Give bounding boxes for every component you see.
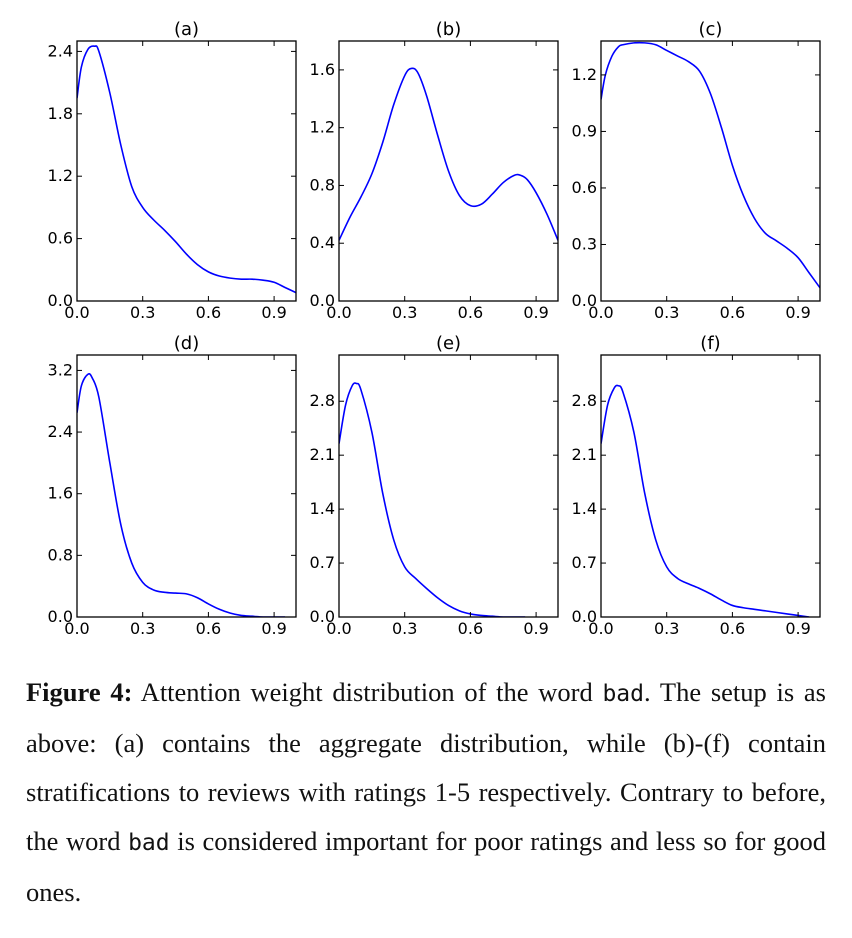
panel-d: (d) 0.0 0.3 0.6 0.9 0.0 0.8 1.6 2.4 3.2 [48,333,297,638]
y-tick-label: 3.2 [48,360,73,379]
x-tick-label: 0.9 [523,303,548,322]
x-tick-label: 0.3 [130,619,155,638]
plot-frame-f [600,354,821,618]
series-line-f [601,384,810,617]
y-tick-label: 2.4 [48,41,73,60]
y-tick-label: 0.0 [48,291,73,310]
x-tick-label: 0.0 [326,303,351,322]
x-tick-label: 0.3 [654,303,679,322]
y-tick-label: 2.8 [310,391,335,410]
y-tick-label: 0.6 [48,229,73,248]
x-tick-label: 0.3 [392,619,417,638]
y-tick-label: 0.0 [572,291,597,310]
y-tick-label: 2.1 [310,445,335,464]
x-tick-label: 0.6 [458,619,483,638]
y-tick-label: 0.7 [310,553,335,572]
x-tick-label: 0.3 [392,303,417,322]
panel-title-a: (a) [174,19,199,40]
x-tick-label: 0.6 [720,619,745,638]
panel-a: (a) 0.0 0.3 0.6 0.9 0.0 0.6 1.2 1.8 2.4 [48,19,297,322]
y-tick-label: 1.6 [48,484,73,503]
x-tick-label: 0.6 [196,303,221,322]
y-tick-label: 0.8 [310,175,335,194]
panel-b: (b) 0.0 0.3 0.6 0.9 0.0 0.4 0.8 1.2 1.6 [310,19,559,322]
x-tick-label: 0.6 [720,303,745,322]
x-tick-label: 0.3 [130,303,155,322]
caption-word-bad-2: bad [128,830,170,856]
y-tick-label: 0.4 [310,233,335,252]
panel-title-b: (b) [436,19,461,40]
y-tick-label: 0.6 [572,178,597,197]
panel-c: (c) 0.0 0.3 0.6 0.9 0.0 0.3 0.6 0.9 1.2 [572,19,821,322]
y-tick-label: 1.2 [48,166,73,185]
x-tick-label: 0.0 [64,303,89,322]
caption-word-bad-1: bad [602,681,644,707]
x-tick-label: 0.9 [785,303,810,322]
x-tick-label: 0.0 [588,619,613,638]
panel-f: (f) 0.0 0.3 0.6 0.9 0.0 0.7 1.4 2.1 2.8 [572,333,821,638]
x-tick-label: 0.3 [654,619,679,638]
y-tick-label: 2.4 [48,422,73,441]
x-tick-label: 0.9 [523,619,548,638]
x-tick-label: 0.9 [785,619,810,638]
x-tick-label: 0.0 [64,619,89,638]
plot-frame-b [338,40,559,302]
figure-caption: Figure 4: Attention weight distribution … [26,668,826,917]
y-tick-label: 0.9 [572,121,597,140]
series-line-e [339,382,526,617]
plot-frame-c [600,40,821,302]
y-tick-label: 0.7 [572,553,597,572]
y-tick-label: 2.1 [572,445,597,464]
caption-text-1: Attention weight distribution of the wor… [132,677,603,707]
panel-title-d: (d) [174,333,199,354]
figure-panels: (a) 0.0 0.3 0.6 0.9 0.0 0.6 1.2 1.8 2.4 (b) 0.0 0.3 0… [48,19,821,638]
series-line-b [339,67,558,241]
series-line-c [601,41,820,289]
x-tick-label: 0.6 [458,303,483,322]
x-tick-label: 0.0 [326,619,351,638]
panel-e: (e) 0.0 0.3 0.6 0.9 0.0 0.7 1.4 2.1 2.8 [310,333,559,638]
y-tick-label: 1.4 [310,499,335,518]
plot-frame-a [76,40,297,302]
x-tick-label: 0.9 [261,303,286,322]
y-tick-label: 1.4 [572,499,597,518]
panel-title-c: (c) [699,19,723,40]
y-tick-label: 1.6 [310,60,335,79]
plot-frame-e [338,354,559,618]
y-tick-label: 1.2 [310,118,335,137]
y-tick-label: 0.0 [310,291,335,310]
caption-text-3: is considered important for poor ratings… [26,826,826,907]
caption-text-2: . The setup is as above: (a) contains th… [26,677,826,856]
series-line-a [77,45,296,294]
panel-title-f: (f) [700,333,720,354]
caption-label: Figure 4: [26,677,133,707]
series-line-d [77,372,286,617]
plot-frame-d [76,354,297,618]
y-tick-label: 2.8 [572,391,597,410]
x-tick-label: 0.6 [196,619,221,638]
x-tick-label: 0.9 [261,619,286,638]
panel-title-e: (e) [436,333,461,354]
y-tick-label: 0.0 [48,607,73,626]
y-tick-label: 0.8 [48,545,73,564]
y-tick-label: 1.2 [572,65,597,84]
x-tick-label: 0.0 [588,303,613,322]
y-tick-label: 1.8 [48,104,73,123]
y-tick-label: 0.0 [310,607,335,626]
y-tick-label: 0.0 [572,607,597,626]
y-tick-label: 0.3 [572,234,597,253]
